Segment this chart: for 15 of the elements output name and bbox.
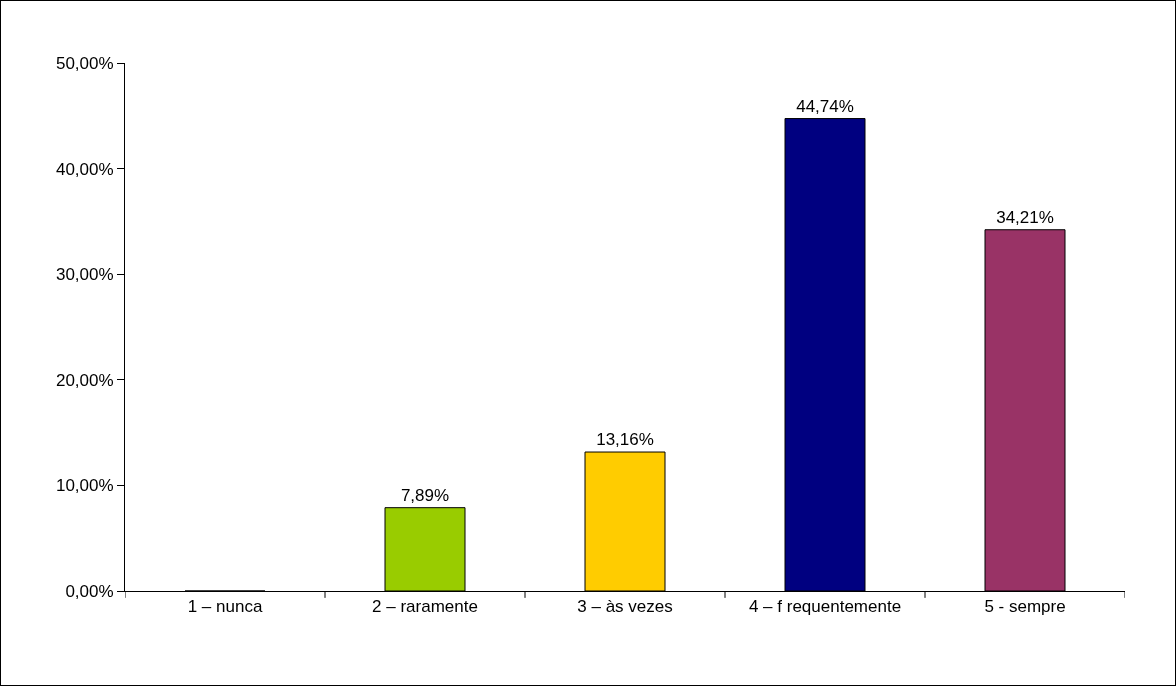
- data-label: 13,16%: [596, 430, 654, 450]
- y-tick-label: 20,00%: [55, 370, 114, 390]
- data-label: 7,89%: [400, 485, 450, 505]
- data-label: 44,74%: [796, 96, 854, 116]
- x-tick-label: 1 – nunca: [187, 597, 263, 617]
- x-tick-label: 3 – às vezes: [577, 597, 673, 617]
- x-tick-label: 2 – raramente: [372, 597, 478, 617]
- y-tick-label: 50,00%: [55, 53, 114, 73]
- y-tick-label: 30,00%: [55, 265, 114, 285]
- data-label: 34,21%: [996, 207, 1054, 227]
- y-tick-label: 40,00%: [55, 159, 114, 179]
- y-tick-label: 10,00%: [55, 476, 114, 496]
- x-tick-label: 5 - sempre: [984, 597, 1066, 617]
- x-tick-label: 4 – f requentemente: [748, 597, 902, 617]
- y-tick-label: 0,00%: [65, 581, 114, 601]
